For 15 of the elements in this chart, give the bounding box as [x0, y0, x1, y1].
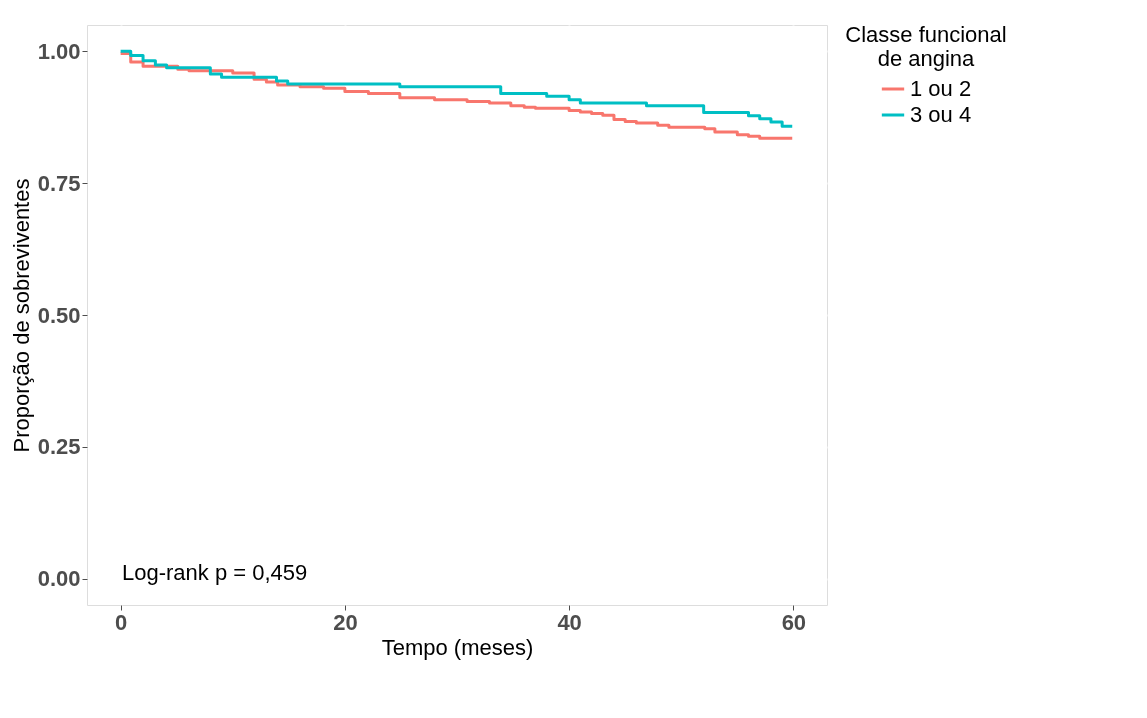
legend-label: 1 ou 2 — [910, 76, 972, 101]
legend-title: Classe funcional de angina — [845, 22, 1007, 71]
legend-label: 3 ou 4 — [910, 102, 972, 127]
y-tick-label: 0.00 — [37, 566, 81, 592]
annotation: Log-rank p = 0,459 — [122, 560, 308, 585]
y-tick-label: 0.25 — [37, 434, 81, 460]
y-tick-label: 0.75 — [37, 170, 81, 196]
x-tick-label: 60 — [781, 609, 807, 635]
y-tick-label: 1.00 — [37, 38, 81, 64]
x-tick-label: 40 — [557, 609, 582, 635]
y-axis-title: Proporção de sobreviventes — [8, 178, 34, 453]
y-tick-label: 0.50 — [37, 302, 81, 328]
x-tick-label: 20 — [333, 609, 358, 635]
x-axis-title: Tempo (meses) — [381, 634, 534, 660]
x-tick-label: 0 — [115, 609, 128, 635]
